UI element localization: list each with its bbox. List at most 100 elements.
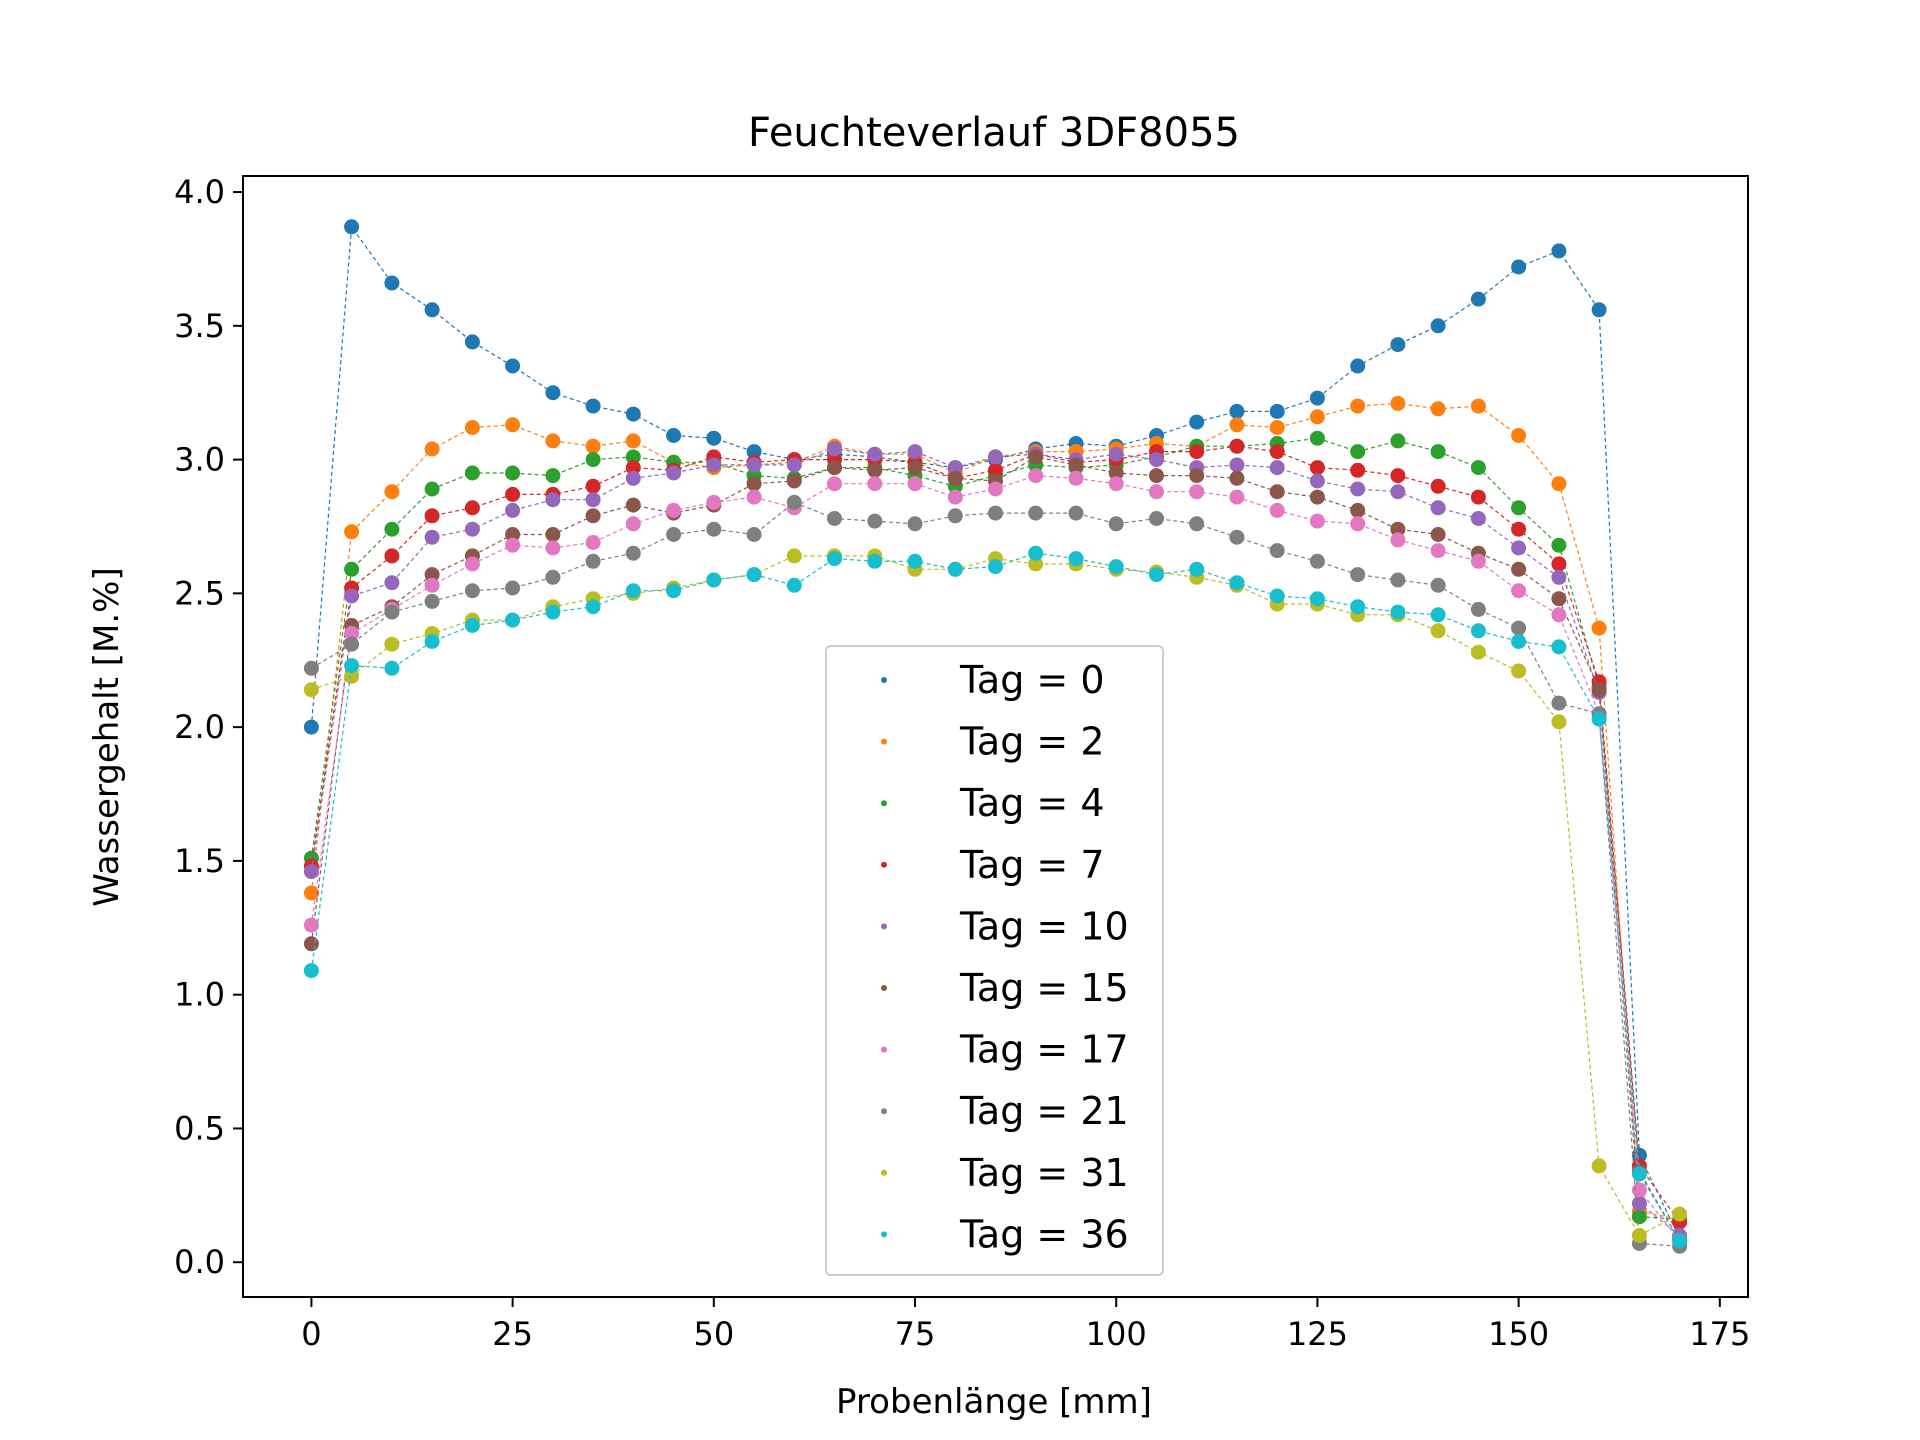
legend-label: Tag = 10 — [959, 904, 1129, 948]
legend-marker — [881, 861, 887, 868]
y-tick-label: 1.0 — [174, 976, 225, 1014]
data-point — [464, 618, 480, 633]
data-point — [1470, 644, 1486, 660]
data-point — [464, 583, 480, 599]
legend-marker — [881, 1169, 887, 1176]
data-point — [625, 545, 641, 561]
data-point — [1551, 569, 1567, 585]
legend-item: Tag = 2 — [881, 720, 1105, 764]
legend-marker — [881, 677, 887, 683]
data-point — [1189, 414, 1205, 430]
legend-item: Tag = 10 — [881, 904, 1129, 948]
data-point — [867, 476, 883, 492]
data-point — [1511, 634, 1527, 649]
x-tick-label: 0 — [301, 1315, 321, 1353]
data-point — [585, 478, 601, 494]
data-point — [344, 524, 360, 540]
axes-frame — [242, 175, 1749, 1298]
data-point — [505, 527, 521, 542]
data-point — [666, 502, 682, 518]
legend: Tag = 0 Tag = 2 Tag = 4 Tag = 7 Tag = 10 Tag … — [825, 645, 1164, 1276]
data-point — [1390, 337, 1406, 353]
data-point — [625, 497, 641, 513]
data-point — [625, 583, 641, 599]
data-point — [827, 441, 842, 457]
series-line — [310, 456, 1681, 1242]
data-point — [786, 577, 802, 593]
data-point — [1309, 390, 1325, 406]
data-point — [666, 465, 682, 481]
data-point — [1350, 516, 1366, 532]
data-point — [1309, 460, 1325, 476]
data-point — [786, 473, 802, 489]
data-point — [625, 460, 641, 476]
data-point — [384, 575, 400, 591]
legend-label: Tag = 17 — [959, 1028, 1129, 1072]
data-point — [1470, 291, 1486, 307]
data-point — [464, 556, 480, 572]
data-point — [1149, 468, 1164, 484]
data-point — [424, 634, 440, 649]
data-point — [505, 417, 521, 433]
data-point — [1551, 639, 1567, 655]
legend-label: Tag = 15 — [959, 966, 1129, 1010]
data-point — [1511, 583, 1527, 599]
y-axis-label: Wassergehalt [M.%] — [87, 567, 127, 906]
legend-box — [825, 645, 1164, 1276]
data-point — [827, 511, 842, 526]
data-point — [1470, 489, 1486, 505]
data-point — [1149, 567, 1164, 583]
data-point — [1672, 1206, 1688, 1222]
data-point — [545, 492, 561, 508]
data-point — [1028, 556, 1044, 572]
data-point — [1350, 462, 1366, 478]
data-point — [1309, 553, 1325, 569]
series-line — [310, 402, 1680, 1220]
data-point — [344, 219, 360, 235]
legend-marker — [881, 800, 887, 807]
data-point — [545, 569, 561, 585]
data-point — [1350, 398, 1366, 414]
data-point — [303, 719, 319, 735]
data-point — [1068, 551, 1084, 567]
data-point — [344, 636, 360, 652]
data-point — [303, 682, 319, 698]
legend-label: Tag = 0 — [959, 658, 1105, 702]
legend-label: Tag = 4 — [959, 781, 1105, 825]
data-point — [424, 441, 440, 457]
data-point — [1229, 575, 1245, 591]
data-point — [1631, 1166, 1647, 1182]
data-point — [1350, 599, 1366, 615]
data-point — [1551, 607, 1567, 623]
data-point — [1229, 438, 1245, 454]
data-point — [706, 457, 722, 473]
data-point — [1108, 465, 1124, 481]
y-tick-label: 4.0 — [174, 173, 225, 211]
legend-label: Tag = 2 — [959, 720, 1105, 764]
data-point — [1028, 505, 1044, 521]
data-point — [1108, 516, 1124, 532]
data-point — [545, 527, 561, 542]
data-point — [424, 481, 440, 497]
data-point — [947, 508, 963, 524]
legend-item: Tag = 17 — [881, 1028, 1129, 1072]
data-point — [1309, 409, 1325, 425]
data-point — [1631, 1209, 1647, 1225]
data-point — [867, 553, 883, 569]
legend-marker — [881, 1231, 887, 1238]
data-point — [1350, 481, 1366, 497]
x-tick-label: 125 — [1287, 1315, 1348, 1353]
data-point — [1390, 604, 1406, 620]
data-point — [464, 465, 480, 481]
y-tick-label: 2.5 — [174, 574, 225, 612]
x-tick-label: 150 — [1488, 1315, 1549, 1353]
data-point — [585, 438, 601, 454]
legend-item: Tag = 7 — [881, 843, 1105, 887]
data-point — [907, 476, 923, 492]
data-point — [1470, 460, 1486, 476]
data-point — [1149, 452, 1164, 468]
data-point — [1430, 607, 1446, 623]
data-point — [384, 521, 400, 537]
data-point — [1350, 444, 1366, 460]
data-point — [827, 476, 842, 492]
